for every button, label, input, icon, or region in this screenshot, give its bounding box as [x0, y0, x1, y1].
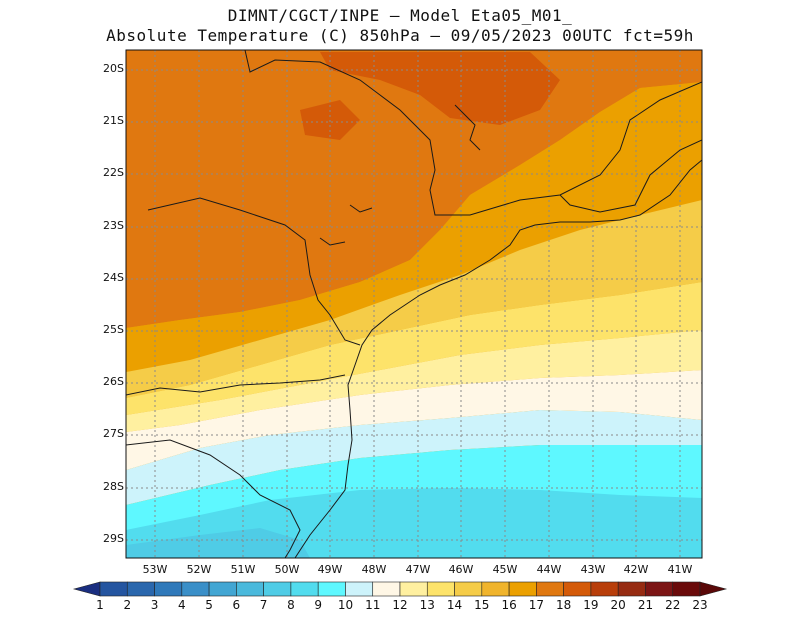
- colorbar-label: 19: [583, 598, 599, 612]
- zone-18c: [126, 50, 702, 328]
- boundaries: [126, 50, 702, 558]
- colorbar-label: 20: [610, 598, 626, 612]
- colorbar-swatch: [290, 581, 319, 597]
- lon-label-47w: 47W: [405, 563, 431, 576]
- zone-14c: [126, 282, 702, 415]
- colorbar-label: 14: [446, 598, 463, 612]
- colorbar-label: 16: [501, 598, 517, 612]
- state-border-pr: [147, 197, 361, 346]
- lon-label-49w: 49W: [317, 563, 343, 576]
- lon-label-41w: 41W: [667, 563, 693, 576]
- colorbar-label: 13: [419, 598, 435, 612]
- lat-label-23s: 23S: [103, 219, 124, 232]
- colorbar-label: 15: [474, 598, 490, 612]
- map-title-line-2: Absolute Temperature (C) 850hPa – 09/05/…: [106, 26, 694, 45]
- colorbar-swatch: [563, 581, 592, 597]
- colorbar-swatch: [372, 581, 401, 597]
- state-border-sc-pr: [126, 374, 346, 396]
- lat-label-28s: 28S: [103, 480, 124, 493]
- state-border-rj: [559, 139, 702, 213]
- colorbar-label: 10: [337, 598, 354, 612]
- lon-label-46w: 46W: [448, 563, 474, 576]
- colorbar-swatch: [208, 581, 237, 597]
- reservoir-2: [349, 204, 373, 213]
- lat-label-26s: 26S: [103, 375, 124, 388]
- colorbar-label: 6: [232, 598, 241, 612]
- colorbar-swatch: [536, 581, 564, 597]
- colorbar-swatch: [317, 581, 346, 597]
- colorbar-label: 3: [150, 598, 159, 612]
- colorbar-label: 2: [123, 598, 132, 612]
- colorbar-label: 7: [259, 598, 268, 612]
- colorbar-swatch: [481, 581, 510, 597]
- zone-12c: [126, 370, 702, 470]
- colorbar-swatch: [508, 581, 537, 597]
- colorbar-label: 22: [665, 598, 681, 612]
- state-border-rs: [126, 439, 301, 558]
- colorbar: [72, 581, 728, 597]
- coastline: [294, 159, 702, 558]
- lon-label-50w: 50W: [274, 563, 300, 576]
- colorbar-swatch: [99, 581, 128, 597]
- colorbar-left-arrow: [72, 581, 101, 597]
- colorbar-swatch: [181, 581, 210, 597]
- colorbar-label: 23: [692, 598, 708, 612]
- colorbar-swatch: [454, 581, 483, 597]
- lon-label-44w: 44W: [536, 563, 562, 576]
- colorbar-right-arrow: [699, 581, 728, 597]
- colorbar-swatch: [345, 581, 374, 597]
- colorbar-label: 5: [205, 598, 213, 612]
- zone-13c: [126, 330, 702, 432]
- lon-label-48w: 48W: [361, 563, 387, 576]
- colorbar-label: 1: [96, 598, 104, 612]
- lat-label-24s: 24S: [103, 271, 124, 284]
- zone-17c: [126, 82, 702, 372]
- colorbar-swatch: [426, 581, 455, 597]
- lon-label-42w: 42W: [623, 563, 649, 576]
- lat-label-27s: 27S: [103, 427, 124, 440]
- lat-label-20s: 20S: [103, 62, 124, 75]
- lat-label-22s: 22S: [103, 166, 124, 179]
- colorbar-swatch: [645, 581, 674, 597]
- colorbar-swatch: [154, 581, 183, 597]
- reservoir-1: [454, 104, 481, 151]
- colorbar-label: 11: [365, 598, 381, 612]
- graticule: [126, 50, 702, 558]
- temperature-field: [126, 50, 702, 558]
- colorbar-label: 8: [287, 598, 295, 612]
- lat-label-21s: 21S: [103, 114, 124, 127]
- colorbar-label: 17: [528, 598, 544, 612]
- map-title-line-1: DIMNT/CGCT/INPE – Model Eta05_M01_: [227, 6, 573, 25]
- zone-8c: [126, 528, 310, 558]
- colorbar-label: 12: [392, 598, 408, 612]
- colorbar-swatch: [126, 581, 155, 597]
- lat-label-29s: 29S: [103, 532, 124, 545]
- colorbar-swatch: [399, 581, 428, 597]
- reservoir-3: [319, 237, 346, 246]
- lat-label-25s: 25S: [103, 323, 124, 336]
- colorbar-swatch: [672, 581, 701, 597]
- colorbar-label: 18: [555, 598, 572, 612]
- colorbar-label: 9: [314, 598, 322, 612]
- lon-label-53w: 53W: [142, 563, 168, 576]
- lon-label-43w: 43W: [580, 563, 606, 576]
- colorbar-label: 4: [177, 598, 186, 612]
- zone-11c: [126, 410, 702, 505]
- colorbar-swatch: [236, 581, 264, 597]
- map-frame: [125, 49, 703, 559]
- colorbar-swatch: [263, 581, 292, 597]
- lon-label-45w: 45W: [492, 563, 518, 576]
- lon-label-51w: 51W: [230, 563, 256, 576]
- colorbar-label: 21: [637, 598, 654, 612]
- state-border-sp-mg: [244, 50, 702, 216]
- colorbar-swatch: [590, 581, 619, 597]
- zone-19c-north: [320, 52, 560, 125]
- colorbar-swatch: [617, 581, 646, 597]
- lon-label-52w: 52W: [186, 563, 212, 576]
